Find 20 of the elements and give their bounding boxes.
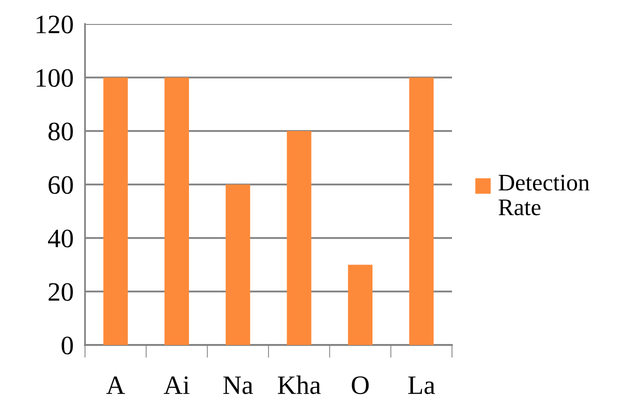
x-tick-label: La: [408, 376, 435, 394]
bar: [226, 184, 250, 345]
x-tick-label: A: [106, 376, 125, 394]
y-tick-label: 120: [36, 16, 73, 34]
y-tick-label: 100: [36, 69, 73, 87]
bar: [286, 131, 312, 345]
bar: [103, 78, 128, 345]
x-tick-label: Na: [223, 376, 253, 394]
y-tick-label: 60: [48, 176, 73, 194]
legend-label: Detection Rate: [498, 174, 590, 216]
x-tick-label: Ai: [164, 376, 190, 394]
bar: [164, 78, 189, 345]
x-tick-label: O: [352, 376, 369, 394]
y-tick-label: 20: [48, 283, 73, 301]
x-tick-label: Kha: [278, 376, 321, 394]
bar: [348, 264, 372, 345]
bar: [409, 78, 434, 345]
y-tick-label: 80: [48, 122, 73, 140]
y-tick-label: 40: [48, 230, 73, 248]
y-tick-label: 0: [62, 336, 73, 354]
